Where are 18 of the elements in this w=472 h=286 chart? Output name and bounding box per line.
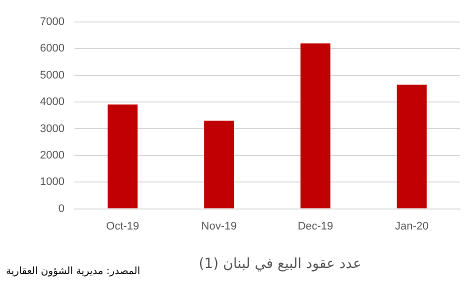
y-tick-label: 4000 [40, 96, 64, 108]
x-tick-label: Dec-19 [298, 220, 334, 232]
y-tick-label: 0 [58, 202, 64, 215]
bar [204, 120, 234, 208]
text: المصدر: مديرية الشؤون العقارية [6, 266, 140, 277]
bar [300, 43, 330, 208]
bar [396, 84, 427, 208]
x-tick-label: Nov-19 [201, 220, 237, 232]
y-tick-label: 5000 [40, 69, 64, 82]
text: عدد عقود البيع في لبنان (1) [198, 256, 362, 272]
y-tick-label: 7000 [40, 16, 64, 28]
y-tick-label: 1000 [40, 176, 64, 188]
y-tick-label: 2000 [40, 149, 64, 162]
y-tick-label: 3000 [40, 122, 64, 135]
x-tick-label: Oct-19 [106, 220, 140, 232]
y-tick-label: 6000 [40, 42, 64, 55]
x-tick-label: Jan-20 [394, 220, 429, 232]
bar [108, 104, 138, 208]
